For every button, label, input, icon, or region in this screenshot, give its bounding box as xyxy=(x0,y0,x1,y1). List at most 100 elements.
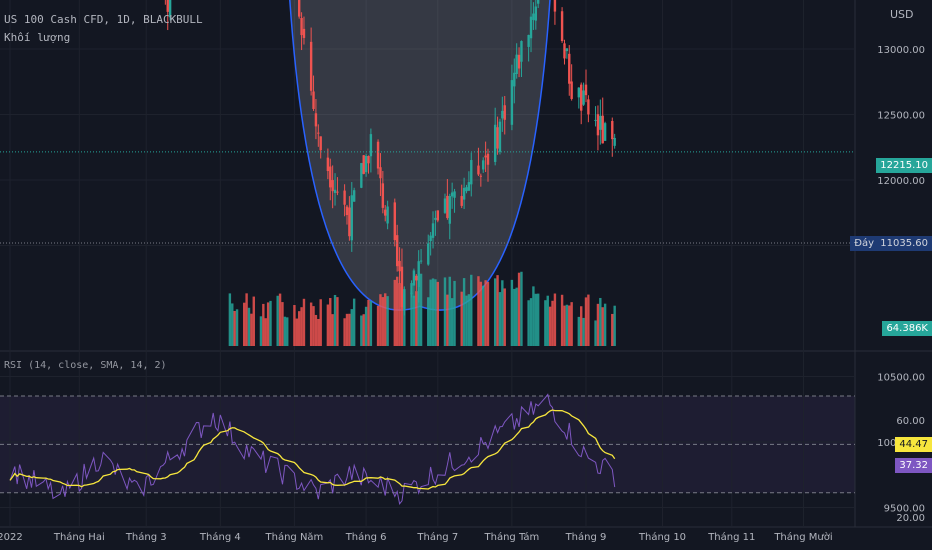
candle-body xyxy=(384,209,387,216)
candle-body xyxy=(577,87,581,98)
volume-bar xyxy=(580,306,583,346)
volume-bar xyxy=(317,318,320,346)
time-tick-label: 2022 xyxy=(0,532,23,543)
candle-body xyxy=(168,0,172,18)
time-tick-label: Tháng Mười xyxy=(773,531,832,543)
volume-bar xyxy=(431,278,435,346)
volume-bar xyxy=(312,306,315,346)
volume-bar xyxy=(465,295,468,346)
candle-body xyxy=(410,283,413,295)
volume-bar xyxy=(453,280,456,346)
volume-bar xyxy=(278,293,282,346)
candle-body xyxy=(565,48,569,52)
candle-body xyxy=(443,198,447,213)
volume-bar xyxy=(493,278,497,346)
candle-body xyxy=(482,160,485,170)
volume-bar xyxy=(331,314,334,346)
candle-body xyxy=(568,53,571,84)
volume-bar xyxy=(364,306,368,346)
time-tick-label: Tháng 4 xyxy=(199,531,241,543)
volume-bar xyxy=(300,307,303,346)
volume-bar xyxy=(379,294,382,346)
candle-body xyxy=(431,223,435,238)
volume-bar xyxy=(450,298,454,346)
volume-bar xyxy=(443,277,447,346)
volume-bar xyxy=(582,317,585,346)
volume-bar xyxy=(599,297,602,346)
volume-bar xyxy=(534,293,537,346)
volume-bar xyxy=(269,300,272,346)
symbol-title[interactable]: US 100 Cash CFD, 1D, BLACKBULL xyxy=(4,13,203,26)
price-tick-label: 12500.00 xyxy=(877,111,925,122)
volume-bar xyxy=(362,314,365,346)
candle-body xyxy=(381,183,385,208)
volume-bar xyxy=(513,288,516,346)
candle-body xyxy=(527,34,530,47)
rsi-pane xyxy=(0,352,855,550)
volume-bar xyxy=(496,275,499,346)
candle-body xyxy=(345,206,349,216)
volume-bar xyxy=(544,300,547,346)
candle-body xyxy=(398,260,401,272)
volume-bar xyxy=(419,273,423,346)
rsi-line xyxy=(9,393,616,505)
volume-bar xyxy=(515,287,518,346)
volume-bar xyxy=(427,297,430,346)
time-tick-label: Tháng 10 xyxy=(638,531,686,543)
volume-bar xyxy=(259,316,263,346)
volume-bar xyxy=(395,276,399,346)
candle-body xyxy=(448,195,451,224)
rsi-title[interactable]: RSI (14, close, SMA, 14, 2) xyxy=(4,360,167,371)
candle-body xyxy=(570,81,573,99)
candle-body xyxy=(462,187,466,200)
volume-bar xyxy=(503,288,506,346)
candle-body xyxy=(419,260,423,262)
volume-bar xyxy=(386,296,389,346)
volume-bar xyxy=(336,297,339,346)
volume-bar xyxy=(376,305,380,346)
volume-bar xyxy=(393,279,396,346)
candle-body xyxy=(309,41,313,91)
volume-bar xyxy=(560,294,564,346)
volume-bar xyxy=(568,305,571,346)
candle-body xyxy=(369,134,373,157)
candle-body xyxy=(486,153,490,165)
rsi-tick-label: 20.00 xyxy=(896,513,925,524)
volume-bar xyxy=(520,271,523,346)
volume-bar xyxy=(486,281,490,346)
volume-bar xyxy=(577,316,581,346)
candle-body xyxy=(393,202,396,241)
volume-bar xyxy=(527,300,530,346)
last-price-badge: 12215.10 xyxy=(876,158,932,173)
volume-bar xyxy=(462,278,466,346)
volume-bar xyxy=(553,293,557,346)
volume-bar xyxy=(264,318,267,346)
volume-bar xyxy=(367,299,370,346)
candle-body xyxy=(415,275,418,281)
volume-bar xyxy=(352,298,356,346)
volume-bar xyxy=(348,313,351,346)
time-tick-label: Tháng Tám xyxy=(484,531,540,543)
volume-bar xyxy=(245,293,248,346)
volume-bar xyxy=(536,293,540,346)
volume-bar xyxy=(319,299,322,346)
candle-body xyxy=(517,54,521,69)
volume-bar xyxy=(501,280,504,346)
candle-body xyxy=(611,121,614,140)
candle-body xyxy=(427,243,430,265)
volume-badge: 64.386K xyxy=(882,321,932,336)
candle-body xyxy=(429,235,432,242)
candle-body xyxy=(434,217,437,220)
rsi-ma-badge: 44.47 xyxy=(895,437,932,452)
candle-body xyxy=(352,190,356,202)
volume-bar xyxy=(398,283,401,346)
candle-body xyxy=(367,156,370,164)
candle-body xyxy=(319,136,322,151)
volume-bar xyxy=(286,317,289,346)
candle-body xyxy=(317,132,320,134)
volume-bar xyxy=(309,302,313,346)
volume-bar xyxy=(250,313,253,346)
volume-bar xyxy=(482,285,485,346)
volume-bar xyxy=(417,272,420,346)
